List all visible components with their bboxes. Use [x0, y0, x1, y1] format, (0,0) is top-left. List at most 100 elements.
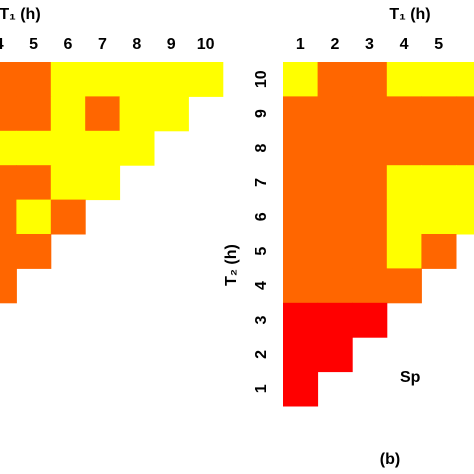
heatmap-cell [386, 165, 422, 201]
x-tick-label: 8 [132, 36, 141, 53]
heatmap-cell [456, 165, 474, 201]
x-tick-label: 10 [197, 36, 215, 53]
heatmap-cell [0, 199, 17, 235]
heatmap-cell [386, 96, 422, 132]
heatmap-cell [421, 96, 457, 132]
y-tick-label: 8 [253, 143, 270, 152]
y-tick-label: 3 [253, 315, 270, 324]
heatmap-cell [352, 62, 388, 97]
heatmap-cell [456, 96, 474, 132]
heatmap-cell [0, 130, 17, 166]
heatmap-cell [16, 96, 52, 132]
y-tick-label: 7 [253, 178, 270, 187]
heatmap-cell [283, 165, 319, 201]
y-tick-label: 1 [253, 384, 270, 393]
y-tick-label: 4 [253, 281, 270, 290]
heatmap-cell [16, 234, 52, 269]
heatmap-cell [16, 199, 52, 235]
heatmap-cell [16, 62, 52, 97]
heatmap-cell [386, 199, 422, 235]
heatmap-cell [50, 62, 86, 97]
panel-label: (b) [380, 451, 400, 468]
heatmap-cell [456, 199, 474, 235]
heatmap-cell [421, 130, 457, 166]
heatmap-cell [386, 268, 422, 304]
heatmap-cell [16, 130, 52, 166]
heatmap-cell [317, 268, 353, 304]
heatmap-cell [352, 165, 388, 201]
heatmap-cell [283, 371, 319, 407]
x-tick-label: 7 [98, 36, 107, 53]
heatmap-cell [85, 130, 121, 166]
heatmap-cell [317, 234, 353, 269]
heatmap-cell [188, 62, 224, 97]
x-axis-label: T₁ (h) [0, 6, 41, 23]
heatmap-cell [283, 96, 319, 132]
heatmap-cell [283, 337, 319, 373]
heatmap-cell [421, 62, 457, 97]
heatmap-cell [85, 96, 121, 132]
heatmap-cell [50, 199, 86, 235]
heatmap-cell [0, 165, 17, 201]
heatmap-cell [0, 234, 17, 269]
heatmap-cell [154, 96, 189, 132]
y-tick-label: 10 [253, 70, 270, 88]
x-tick-label: 2 [330, 36, 339, 53]
heatmap-cell [317, 337, 353, 373]
heatmap-cell [317, 165, 353, 201]
x-axis-label: T₁ (h) [389, 6, 430, 23]
heatmap-cell [154, 62, 189, 97]
y-tick-label: 9 [253, 109, 270, 118]
y-tick-label: 6 [253, 212, 270, 221]
y-axis-label: T₂ (h) [223, 244, 240, 286]
heatmap-cell [0, 62, 17, 97]
heatmap-cell [352, 199, 388, 235]
heatmap-cell [317, 96, 353, 132]
y-tick-label: 2 [253, 350, 270, 359]
heatmap-cell [16, 165, 52, 201]
heatmap-cell [421, 165, 457, 201]
heatmap-cell [283, 268, 319, 304]
heatmap-cell [317, 302, 353, 338]
x-tick-label: 3 [365, 36, 374, 53]
heatmap-cell [283, 234, 319, 269]
heatmap-cell [456, 130, 474, 166]
heatmap-cell [352, 96, 388, 132]
y-tick-label: 5 [253, 247, 270, 256]
heatmap-cell [0, 96, 17, 132]
heatmap-cell [283, 62, 319, 97]
x-tick-label: 5 [434, 36, 443, 53]
heatmap-cell [50, 130, 86, 166]
x-tick-label: 4 [0, 36, 4, 53]
heatmap-cell [386, 130, 422, 166]
heatmap-cell [456, 62, 474, 97]
heatmap-cell [352, 268, 388, 304]
heatmap-cell [50, 96, 86, 132]
x-tick-label: 6 [64, 36, 73, 53]
heatmap-cell [85, 62, 121, 97]
heatmap-cell [50, 165, 86, 201]
heatmap-cell [0, 268, 17, 304]
annotation: Sp [400, 369, 421, 386]
heatmap-cell [317, 62, 353, 97]
heatmap-cell [317, 199, 353, 235]
heatmap-cell [283, 199, 319, 235]
heatmap-cell [317, 130, 353, 166]
heatmap-cell [421, 199, 457, 235]
heatmap-cell [386, 62, 422, 97]
heatmap-cell [119, 130, 155, 166]
heatmap-cell [85, 165, 121, 201]
heatmap-cell [119, 96, 155, 132]
heatmap-cell [119, 62, 155, 97]
heatmap-cell [352, 234, 388, 269]
x-tick-label: 9 [167, 36, 176, 53]
x-tick-label: 4 [400, 36, 409, 53]
heatmap-cell [283, 130, 319, 166]
x-tick-label: 5 [29, 36, 38, 53]
heatmap-cell [421, 234, 457, 269]
heatmap-cell [283, 302, 319, 338]
x-tick-label: 1 [296, 36, 305, 53]
heatmap-cell [352, 302, 388, 338]
heatmap-cell [352, 130, 388, 166]
